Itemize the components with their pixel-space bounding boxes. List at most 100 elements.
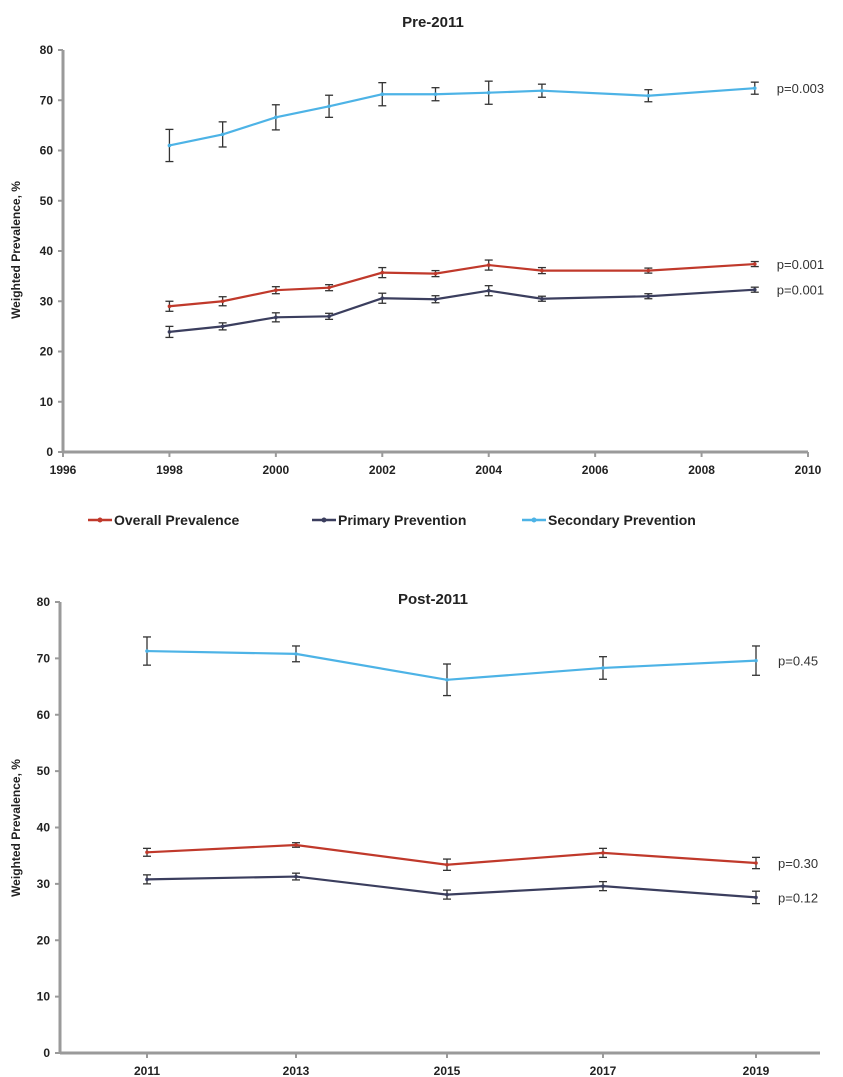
data-point	[167, 143, 172, 148]
x-tick-label: 2000	[263, 463, 290, 477]
data-point	[601, 851, 605, 855]
series-line	[169, 262, 755, 308]
x-tick-label: 2008	[688, 463, 715, 477]
series-overall-prevalence: p=0.001	[165, 257, 824, 312]
data-point	[167, 304, 172, 309]
data-point	[327, 285, 331, 290]
y-tick-label: 30	[40, 294, 54, 308]
data-point	[486, 263, 491, 267]
data-point	[327, 104, 331, 109]
data-point	[327, 314, 331, 319]
data-point	[486, 288, 491, 293]
data-point	[380, 92, 385, 97]
p-value-label: p=0.45	[778, 654, 818, 669]
legend-marker	[531, 517, 537, 523]
data-point	[754, 895, 758, 900]
series-primary-prevention: p=0.12	[143, 872, 818, 905]
legend-item-primary-prevention: Primary Prevention	[312, 512, 466, 528]
data-point	[540, 296, 544, 301]
data-point	[752, 86, 757, 90]
y-tick-label: 20	[40, 345, 54, 359]
data-point	[433, 297, 438, 302]
data-point	[646, 93, 651, 98]
x-tick-label: 2019	[743, 1064, 770, 1077]
p-value-label: p=0.001	[777, 257, 824, 272]
chart-pre-2011: Pre-2011 Weighted Prevalence, % 0 10 20 30 4…	[9, 14, 824, 477]
x-tick-label: 2017	[590, 1064, 617, 1077]
legend-marker	[321, 517, 327, 523]
series-line	[169, 288, 755, 333]
data-point	[145, 877, 149, 882]
y-axis-label: Weighted Prevalence, %	[9, 759, 23, 897]
y-tick-label: 0	[46, 445, 53, 459]
data-point	[274, 315, 278, 320]
p-value-label: p=0.001	[777, 283, 824, 298]
x-tick-label: 2004	[475, 463, 502, 477]
y-tick-label: 0	[43, 1046, 50, 1060]
data-point	[445, 677, 449, 682]
y-tick-label: 80	[40, 43, 54, 57]
data-point	[540, 268, 544, 273]
x-tick-label: 1996	[50, 463, 77, 477]
y-tick-label: 40	[37, 821, 51, 835]
series-secondary-prevention: p=0.45	[143, 636, 818, 697]
data-point	[445, 892, 449, 897]
chart-title: Post-2011	[398, 591, 468, 608]
legend-label: Primary Prevention	[338, 512, 466, 528]
series-primary-prevention: p=0.001	[165, 283, 824, 339]
data-point	[145, 649, 149, 653]
data-point	[752, 287, 757, 292]
y-tick-label: 30	[37, 877, 51, 891]
x-tick-label: 2002	[369, 463, 396, 477]
data-point	[294, 843, 298, 847]
data-point	[380, 270, 385, 275]
data-point	[274, 288, 278, 292]
data-point	[646, 268, 651, 273]
data-point	[220, 324, 225, 329]
legend-marker	[97, 517, 103, 523]
x-tick-label: 2011	[134, 1064, 160, 1077]
y-tick-label: 50	[40, 194, 54, 208]
data-point	[540, 88, 544, 93]
x-tick-label: 2013	[283, 1064, 310, 1077]
data-point	[294, 874, 298, 879]
p-value-label: p=0.12	[778, 890, 818, 905]
p-value-label: p=0.30	[778, 856, 818, 871]
legend-item-overall-prevalence: Overall Prevalence	[88, 512, 240, 528]
data-point	[754, 658, 758, 663]
series-overall-prevalence: p=0.30	[143, 842, 818, 871]
y-tick-label: 70	[37, 651, 51, 665]
y-axis-label: Weighted Prevalence, %	[9, 181, 23, 319]
data-point	[220, 132, 225, 137]
legend-item-secondary-prevention: Secondary Prevention	[522, 512, 696, 528]
chart-title: Pre-2011	[402, 14, 464, 31]
data-point	[601, 666, 605, 670]
y-tick-label: 10	[37, 990, 51, 1004]
series-line	[169, 87, 755, 147]
legend-label: Overall Prevalence	[114, 512, 240, 528]
x-tick-label: 2015	[434, 1064, 461, 1077]
data-point	[754, 861, 758, 865]
data-point	[445, 862, 449, 867]
data-point	[220, 299, 225, 304]
chart-post-2011: Post-2011 Weighted Prevalence, % 0 10 20 30…	[9, 591, 820, 1077]
legend-label: Secondary Prevention	[548, 512, 696, 528]
y-tick-label: 60	[40, 144, 54, 158]
data-point	[294, 652, 298, 656]
data-point	[380, 296, 385, 301]
series-secondary-prevention: p=0.003	[165, 80, 824, 163]
x-tick-label: 1998	[156, 463, 183, 477]
legend: Overall Prevalence Primary Prevention Seco…	[88, 512, 696, 528]
data-point	[145, 850, 149, 855]
x-tick-label: 2006	[582, 463, 609, 477]
data-point	[601, 884, 605, 888]
y-tick-label: 10	[40, 395, 54, 409]
x-tick-label: 2010	[795, 463, 822, 477]
y-tick-label: 20	[37, 933, 51, 947]
y-tick-label: 50	[37, 764, 51, 778]
y-tick-label: 70	[40, 93, 54, 107]
data-point	[752, 262, 757, 266]
data-point	[486, 90, 491, 95]
data-point	[646, 294, 651, 299]
